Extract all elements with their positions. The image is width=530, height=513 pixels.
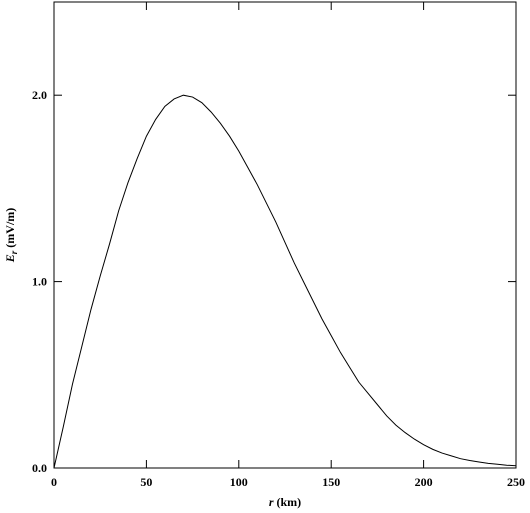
y-label-symbol: E <box>3 254 17 263</box>
x-label-unit: (km) <box>277 495 302 509</box>
x-tick-label: 100 <box>230 475 248 489</box>
x-tick-label: 150 <box>322 475 340 489</box>
y-label-unit: (mV/m) <box>3 208 17 251</box>
x-tick-label: 200 <box>415 475 433 489</box>
x-tick-label: 50 <box>140 475 152 489</box>
plot-frame <box>53 1 517 469</box>
y-tick-label: 1.0 <box>32 275 47 289</box>
y-label-subscript: r <box>9 250 19 254</box>
x-label-symbol: r <box>269 495 274 509</box>
y-tick-label: 2.0 <box>32 88 47 102</box>
y-axis-label: Er (mV/m) <box>3 208 19 264</box>
data-line <box>53 94 517 469</box>
x-tick-label: 0 <box>51 475 57 489</box>
x-tick-label: 250 <box>507 475 525 489</box>
y-tick-label: 0.0 <box>32 461 47 475</box>
x-axis-label: r (km) <box>269 495 301 509</box>
